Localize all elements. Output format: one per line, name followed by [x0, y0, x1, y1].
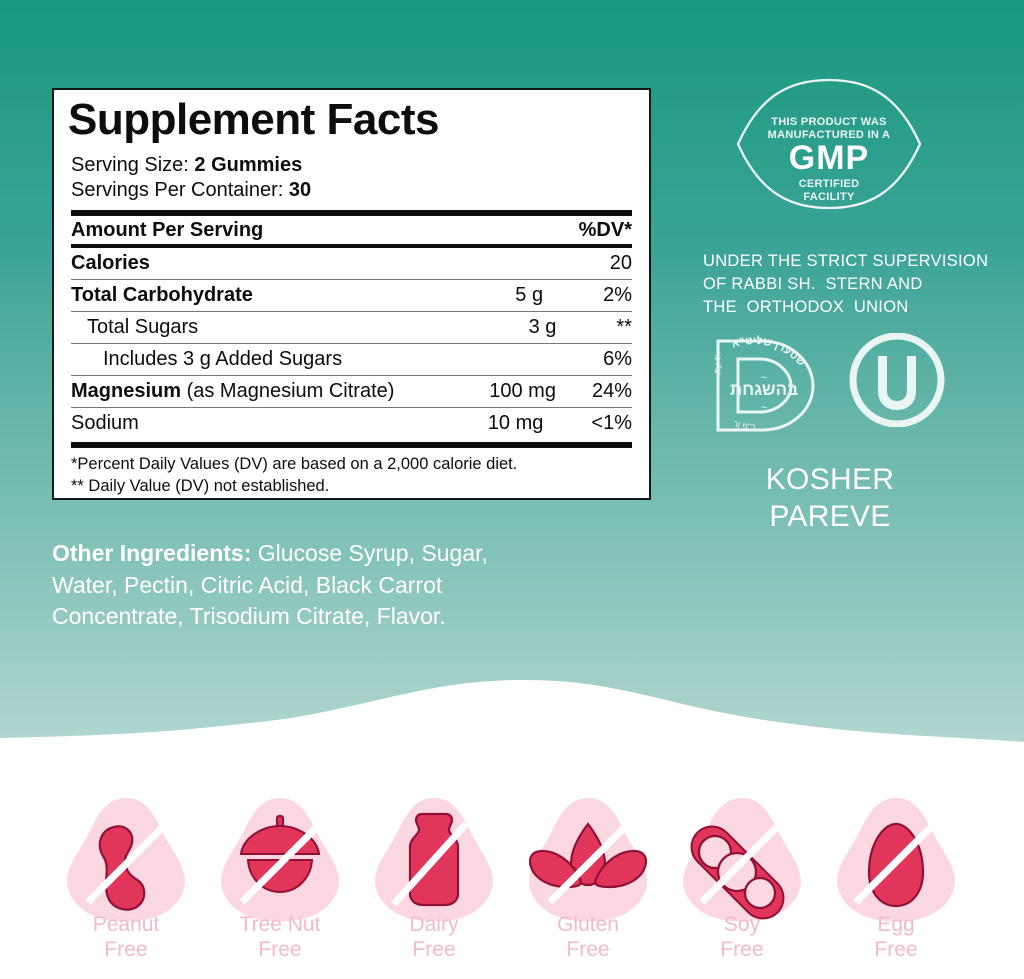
svg-text:שטערן שליט"א: שטערן שליט"א — [730, 334, 807, 369]
svg-text:~: ~ — [761, 402, 767, 414]
svg-text:~: ~ — [761, 372, 767, 384]
svg-text:יצ"ו נ.י: יצ"ו נ.י — [713, 352, 723, 376]
